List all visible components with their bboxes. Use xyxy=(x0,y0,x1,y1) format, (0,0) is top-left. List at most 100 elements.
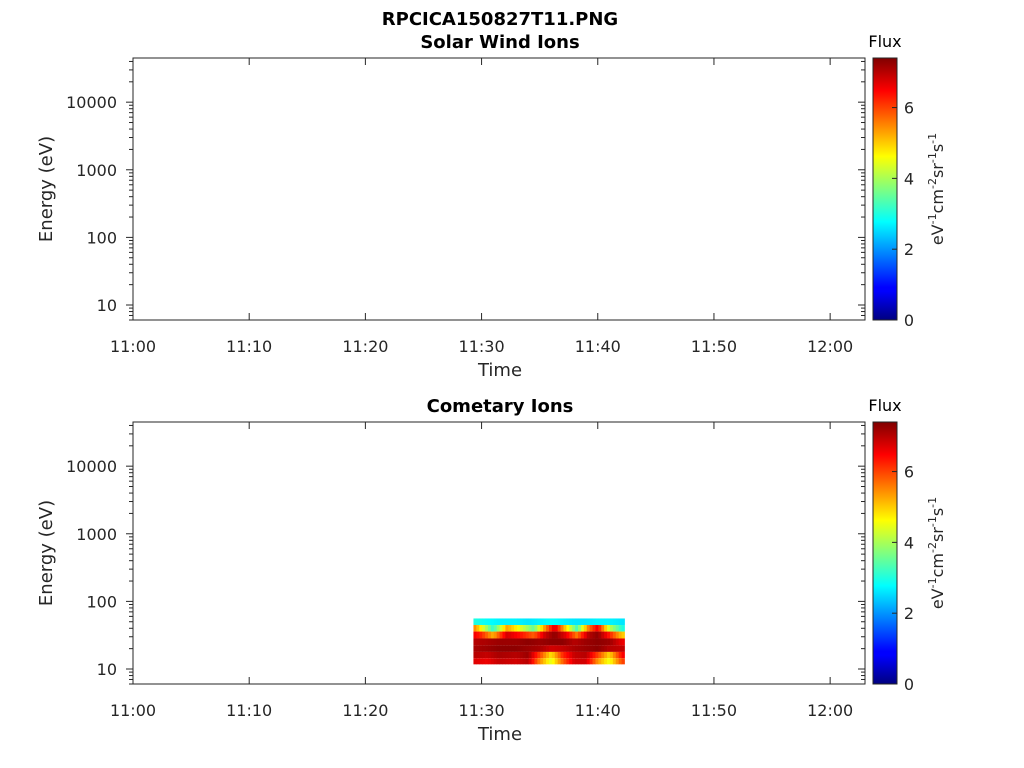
spectrogram-cell xyxy=(601,645,605,652)
spectrogram-cell xyxy=(621,651,625,659)
spectrogram-cell xyxy=(479,651,483,659)
spectrogram-cell xyxy=(598,651,602,659)
spectrogram-cell xyxy=(580,618,585,626)
spectrogram-cell xyxy=(485,638,489,646)
x-tick-label: 12:00 xyxy=(807,337,853,356)
spectrogram-cell xyxy=(473,645,477,652)
spectrogram-cell xyxy=(540,638,544,646)
spectrogram-cell xyxy=(598,658,602,665)
colorbar-tick-label: 2 xyxy=(904,604,914,623)
spectrogram-cell xyxy=(514,618,518,626)
spectrogram-cell xyxy=(583,638,588,646)
spectrogram-cell xyxy=(534,645,538,652)
spectrogram-cell xyxy=(522,658,527,665)
plot-area xyxy=(132,57,866,321)
spectrogram-cell xyxy=(566,618,570,626)
spectrogram-cell xyxy=(569,618,573,626)
spectrogram-cell xyxy=(557,651,561,659)
spectrogram-cell xyxy=(601,631,605,639)
spectrogram-cell xyxy=(601,651,605,659)
spectrogram-cell xyxy=(598,645,602,652)
spectrogram-cells xyxy=(473,618,625,665)
colorbar-tick-label: 0 xyxy=(904,675,914,694)
spectrogram-cell xyxy=(540,645,544,652)
spectrogram-cell xyxy=(583,658,588,665)
spectrogram-cell xyxy=(502,618,506,626)
spectrogram-cell xyxy=(528,645,532,652)
spectrogram-cell xyxy=(540,625,544,632)
spectrogram-cell xyxy=(499,658,503,665)
spectrogram-cell xyxy=(551,618,556,626)
spectrogram-cell xyxy=(522,618,527,626)
spectrogram-cell xyxy=(557,625,561,632)
spectrogram-cell xyxy=(522,631,527,639)
spectrogram-cell xyxy=(496,658,500,665)
spectrogram-cell xyxy=(543,645,547,652)
spectrogram-cell xyxy=(508,658,512,665)
spectrogram-cell xyxy=(511,658,515,665)
spectrogram-cell xyxy=(508,631,512,639)
spectrogram-cell xyxy=(548,645,553,652)
spectrogram-cell xyxy=(487,618,492,626)
spectrogram-cell xyxy=(519,658,524,665)
spectrogram-cell xyxy=(487,638,492,646)
spectrogram-cell xyxy=(485,631,489,639)
spectrogram-cell xyxy=(563,658,567,665)
spectrogram-cell xyxy=(493,631,498,639)
spectrogram-cell xyxy=(604,645,608,652)
x-tick-label: 11:10 xyxy=(226,701,272,720)
spectrogram-cell xyxy=(502,638,506,646)
spectrogram-cell xyxy=(589,625,593,632)
colorbar-tick-label: 4 xyxy=(904,169,914,188)
spectrogram-cell xyxy=(546,651,550,659)
spectrogram-cell xyxy=(537,645,541,652)
spectrogram-cell xyxy=(578,618,582,626)
spectrogram-cell xyxy=(476,625,480,632)
spectrogram-cell xyxy=(595,618,599,626)
spectrogram-cell xyxy=(609,658,614,665)
spectrogram-cell xyxy=(499,618,503,626)
spectrogram-cell xyxy=(612,625,617,632)
spectrogram-cell xyxy=(505,658,509,665)
spectrogram-cell xyxy=(508,651,512,659)
y-tick-label: 1000 xyxy=(76,525,117,544)
x-tick-label: 11:50 xyxy=(691,701,737,720)
spectrogram-cell xyxy=(534,651,538,659)
spectrogram-cell xyxy=(499,625,503,632)
spectrogram-cell xyxy=(508,625,512,632)
spectrogram-cell xyxy=(604,631,608,639)
spectrogram-cell xyxy=(511,631,515,639)
colorbar-tick-label: 6 xyxy=(904,463,914,482)
spectrogram-cell xyxy=(607,631,611,639)
spectrogram-cell xyxy=(575,658,579,665)
spectrogram-cell xyxy=(551,625,556,632)
spectrogram-cell xyxy=(575,638,579,646)
colorbar-title: Flux xyxy=(868,396,901,415)
spectrogram-cell xyxy=(493,618,498,626)
spectrogram-cell xyxy=(618,638,622,646)
y-axis-label: Energy (eV) xyxy=(36,136,57,242)
spectrogram-cell xyxy=(531,631,535,639)
spectrogram-cell xyxy=(522,651,527,659)
spectrogram-cell xyxy=(493,651,498,659)
spectrogram-cell xyxy=(601,638,605,646)
spectrogram-cell xyxy=(505,631,509,639)
cometary-panel: Cometary Ions 11:00 11:10 11:20 11:30 11:40 1… xyxy=(36,396,947,745)
spectrogram-cell xyxy=(569,645,573,652)
spectrogram-cell xyxy=(479,618,483,626)
spectrogram-cell xyxy=(618,651,622,659)
y-axis-ticks: 10 100 1000 10000 xyxy=(66,60,865,321)
spectrogram-cell xyxy=(508,645,512,652)
spectrogram-cell xyxy=(479,658,483,665)
spectrogram-cell xyxy=(566,638,570,646)
spectrogram-cell xyxy=(598,638,602,646)
x-axis-label: Time xyxy=(477,360,522,381)
spectrogram-cell xyxy=(607,638,611,646)
spectrogram-cell xyxy=(502,625,506,632)
spectrogram-cell xyxy=(563,651,567,659)
spectrogram-cell xyxy=(479,638,483,646)
colorbar-tick-label: 4 xyxy=(904,533,914,552)
spectrogram-cell xyxy=(586,651,591,659)
colorbar-tick-label: 2 xyxy=(904,240,914,259)
spectrogram-cell xyxy=(560,658,564,665)
